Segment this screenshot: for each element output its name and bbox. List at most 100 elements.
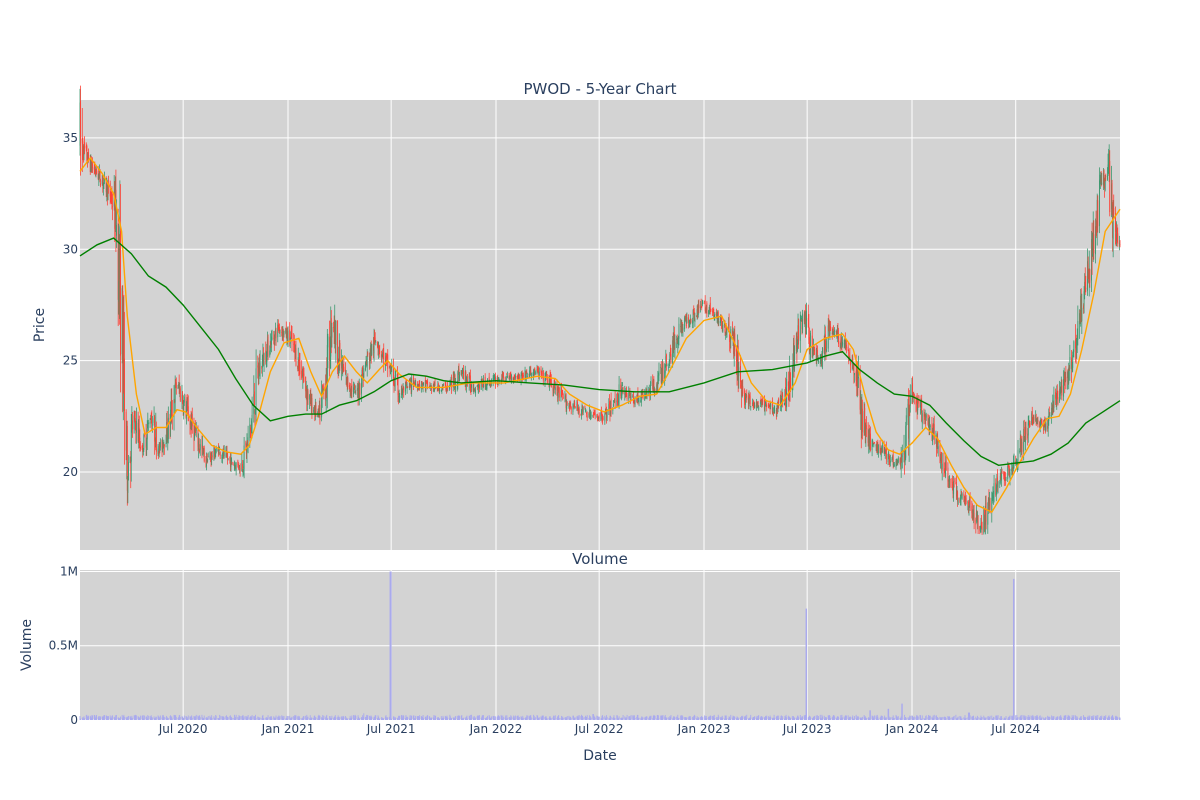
candle-body — [876, 443, 878, 452]
candle-body — [674, 342, 676, 349]
volume-bar — [343, 716, 345, 720]
candle-body — [585, 409, 587, 411]
candle-body — [829, 323, 831, 335]
candle-body — [924, 414, 925, 417]
volume-bar — [808, 715, 810, 720]
candle-body — [166, 418, 168, 438]
candle-body — [158, 446, 160, 455]
candle-body — [421, 381, 423, 382]
candle-body — [530, 372, 532, 378]
volume-bar — [1021, 714, 1023, 720]
candle-body — [728, 324, 729, 326]
volume-bar — [632, 715, 634, 720]
volume-bar — [370, 717, 372, 720]
volume-bar — [1060, 715, 1062, 720]
candle-body — [119, 233, 121, 279]
volume-bar — [848, 717, 850, 720]
candle-body — [167, 437, 169, 441]
volume-bar — [712, 716, 713, 720]
candle-body — [757, 403, 759, 407]
volume-bar — [1051, 715, 1053, 720]
volume-bar — [1047, 715, 1049, 720]
candle-body — [903, 450, 905, 455]
volume-bar — [959, 716, 961, 720]
volume-bar — [410, 718, 411, 720]
candle-body — [510, 375, 512, 384]
candle-body — [948, 480, 949, 482]
candle-body — [722, 324, 724, 332]
volume-bar — [197, 715, 199, 720]
volume-bar — [979, 718, 981, 720]
volume-bar — [1095, 715, 1096, 720]
volume-bar — [836, 716, 838, 720]
candle-body — [785, 387, 786, 401]
volume-bar — [578, 715, 580, 720]
volume-bar — [796, 717, 798, 720]
volume-bar — [187, 718, 189, 720]
candle-body — [924, 412, 926, 417]
volume-bar — [824, 718, 826, 720]
candle-body — [1016, 464, 1018, 466]
volume-bar — [577, 715, 579, 720]
volume-bar — [995, 715, 997, 720]
candle-body — [782, 394, 784, 404]
volume-bar — [430, 717, 432, 720]
candle-body — [765, 401, 766, 405]
volume-bar — [297, 716, 299, 720]
volume-bar — [96, 714, 97, 720]
candle-body — [267, 336, 269, 356]
candle-body — [520, 374, 522, 382]
candle-body — [182, 405, 184, 412]
candle-body — [1048, 414, 1050, 416]
candle-body — [226, 451, 228, 457]
volume-bar — [778, 715, 780, 720]
candle-body — [589, 412, 591, 417]
volume-bar — [625, 717, 627, 720]
candle-body — [301, 370, 303, 378]
volume-bar — [173, 714, 175, 720]
volume-bar — [768, 718, 770, 720]
candle-body — [254, 409, 256, 416]
volume-bar — [809, 716, 811, 720]
volume-bar — [265, 717, 267, 720]
volume-bar — [281, 717, 283, 720]
volume-bar — [355, 715, 357, 720]
candle-body — [803, 314, 805, 322]
candle-body — [310, 398, 312, 407]
candle-body — [401, 388, 403, 394]
candle-body — [1012, 467, 1014, 470]
volume-bar — [159, 715, 161, 720]
candle-body — [219, 449, 221, 451]
volume-bar — [856, 718, 858, 720]
volume-bar — [206, 717, 207, 720]
candle-body — [993, 483, 995, 495]
volume-bar — [182, 716, 184, 720]
candle-body — [844, 340, 846, 341]
candle-body — [107, 187, 109, 201]
volume-bar — [517, 715, 519, 720]
candle-body — [897, 459, 899, 464]
candle-body — [166, 422, 168, 444]
volume-bar — [177, 718, 179, 720]
candle-body — [461, 370, 463, 373]
volume-bar — [688, 717, 690, 720]
candle-body — [295, 348, 297, 366]
candle-body — [717, 312, 719, 324]
volume-bar — [310, 718, 312, 720]
candle-body — [1028, 421, 1030, 422]
volume-bar — [557, 716, 559, 720]
volume-bar — [330, 718, 332, 720]
candle-body — [175, 381, 177, 383]
volume-bar — [634, 717, 636, 720]
candle-body — [612, 403, 614, 407]
candle-body — [414, 382, 415, 384]
candle-body — [804, 314, 806, 320]
volume-bar — [1057, 716, 1059, 720]
volume-bar — [908, 718, 910, 720]
volume-bar — [214, 717, 216, 720]
chart-title: PWOD - 5-Year Chart — [523, 80, 676, 98]
candle-body — [565, 396, 566, 398]
volume-bar — [840, 717, 842, 720]
candle-body — [175, 382, 177, 388]
candle-body — [1118, 242, 1120, 247]
